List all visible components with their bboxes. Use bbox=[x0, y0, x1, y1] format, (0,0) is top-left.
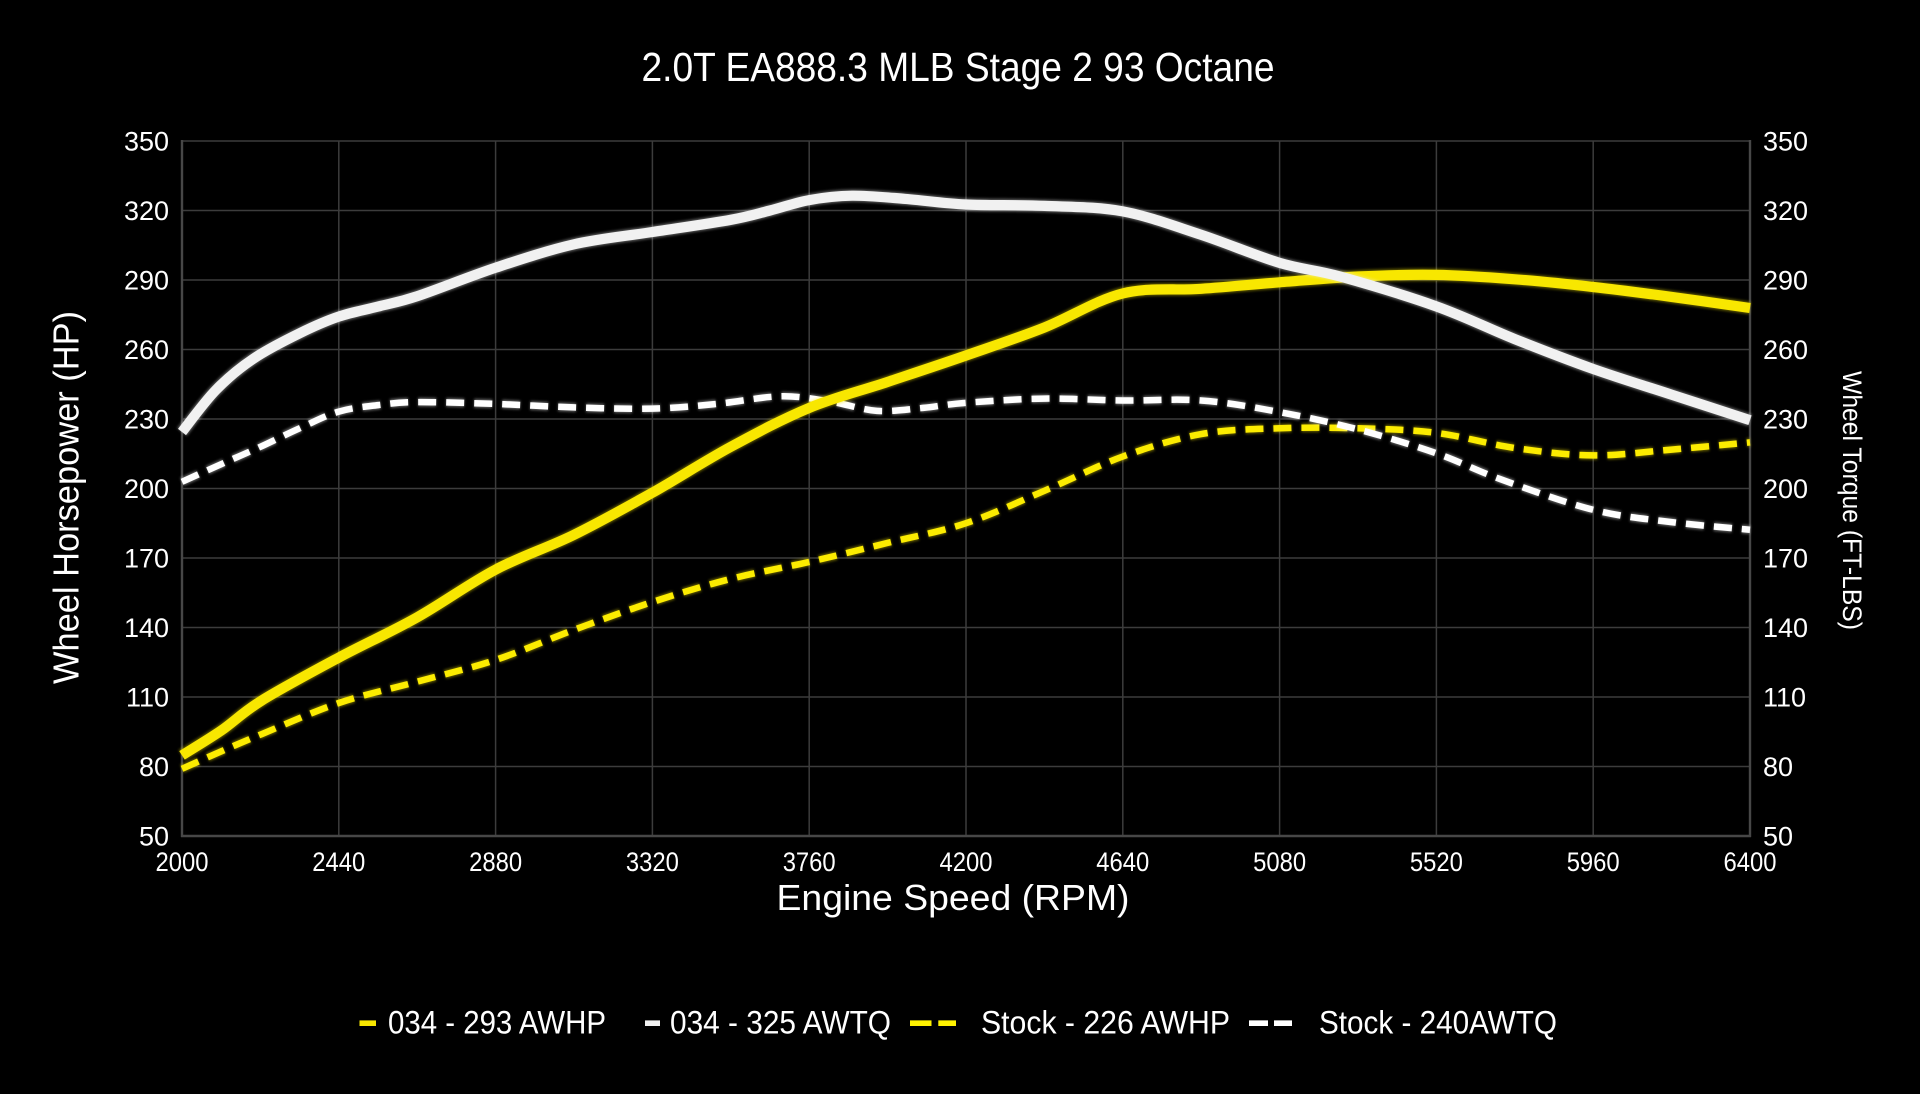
svg-text:170: 170 bbox=[124, 544, 169, 574]
svg-text:260: 260 bbox=[124, 335, 169, 365]
svg-text:Wheel Horsepower (HP): Wheel Horsepower (HP) bbox=[46, 311, 87, 684]
svg-text:5080: 5080 bbox=[1253, 847, 1306, 877]
svg-text:290: 290 bbox=[124, 266, 169, 296]
svg-text:80: 80 bbox=[139, 752, 169, 782]
svg-text:Engine Speed (RPM): Engine Speed (RPM) bbox=[777, 877, 1130, 918]
svg-text:320: 320 bbox=[124, 196, 169, 226]
svg-text:4200: 4200 bbox=[940, 847, 993, 877]
svg-text:3760: 3760 bbox=[783, 847, 836, 877]
svg-text:110: 110 bbox=[126, 683, 169, 713]
svg-text:6400: 6400 bbox=[1724, 847, 1777, 877]
svg-text:320: 320 bbox=[1763, 196, 1808, 226]
svg-text:3320: 3320 bbox=[626, 847, 679, 877]
svg-text:4640: 4640 bbox=[1096, 847, 1149, 877]
svg-text:80: 80 bbox=[1763, 752, 1793, 782]
svg-text:200: 200 bbox=[1763, 474, 1808, 504]
svg-text:2000: 2000 bbox=[156, 847, 209, 877]
svg-text:230: 230 bbox=[1763, 405, 1808, 435]
svg-text:290: 290 bbox=[1763, 266, 1808, 296]
svg-text:2440: 2440 bbox=[312, 847, 365, 877]
svg-text:034 - 293 AWHP: 034 - 293 AWHP bbox=[388, 1005, 606, 1041]
svg-text:5520: 5520 bbox=[1410, 847, 1463, 877]
svg-text:5960: 5960 bbox=[1567, 847, 1620, 877]
svg-text:350: 350 bbox=[124, 127, 169, 157]
svg-text:140: 140 bbox=[1763, 613, 1808, 643]
svg-text:034 - 325 AWTQ: 034 - 325 AWTQ bbox=[670, 1005, 891, 1041]
svg-text:Wheel Torque (FT-LBS): Wheel Torque (FT-LBS) bbox=[1837, 371, 1867, 630]
svg-text:170: 170 bbox=[1763, 544, 1808, 574]
svg-text:2880: 2880 bbox=[469, 847, 522, 877]
svg-text:140: 140 bbox=[124, 613, 169, 643]
svg-text:Stock - 240AWTQ: Stock - 240AWTQ bbox=[1319, 1005, 1557, 1041]
svg-text:350: 350 bbox=[1763, 127, 1808, 157]
svg-text:50: 50 bbox=[1763, 822, 1793, 852]
svg-text:2.0T EA888.3 MLB Stage 2 93 Oc: 2.0T EA888.3 MLB Stage 2 93 Octane bbox=[642, 44, 1275, 90]
svg-text:50: 50 bbox=[139, 822, 169, 852]
svg-text:Stock - 226 AWHP: Stock - 226 AWHP bbox=[981, 1005, 1230, 1041]
svg-text:110: 110 bbox=[1763, 683, 1806, 713]
svg-text:230: 230 bbox=[124, 405, 169, 435]
svg-text:260: 260 bbox=[1763, 335, 1808, 365]
svg-text:200: 200 bbox=[124, 474, 169, 504]
